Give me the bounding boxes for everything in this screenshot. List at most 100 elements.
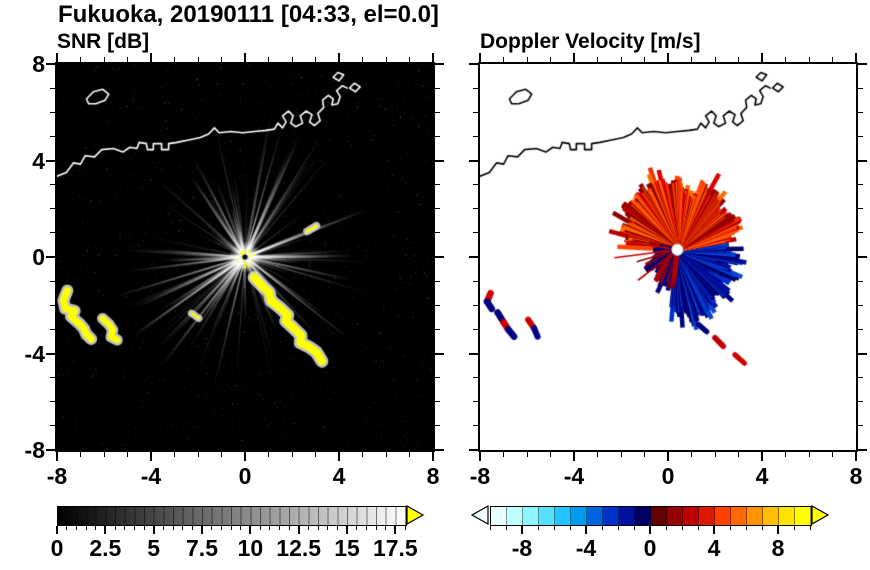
colorbar-tick-label: 15 (334, 535, 360, 561)
axis-tick (362, 57, 363, 62)
axis-tick (385, 452, 387, 457)
colorbar-tick (404, 526, 406, 530)
axis-tick (473, 135, 478, 137)
axis-tick (473, 401, 478, 403)
colorbar-tick (172, 526, 174, 530)
axis-tick (268, 57, 269, 62)
colorbar-tick (537, 526, 539, 530)
axis-tick (473, 304, 478, 306)
axis-tick (855, 53, 857, 62)
colorbar-tick (585, 526, 587, 534)
x-tick-label: 0 (661, 463, 675, 489)
axis-tick (858, 425, 863, 427)
axis-tick (473, 425, 478, 427)
snr-panel-title: SNR [dB] (57, 30, 150, 53)
axis-tick (808, 57, 810, 62)
colorbar-tick (56, 526, 58, 534)
axis-tick (50, 401, 55, 403)
axis-tick (620, 452, 622, 457)
axis-tick (197, 57, 199, 62)
colorbar-tick (278, 526, 280, 530)
snr-colorbar-over-arrow (406, 505, 424, 525)
axis-tick (338, 452, 340, 461)
colorbar-tick (327, 526, 329, 530)
axis-tick (435, 328, 440, 330)
colorbar-tick (385, 526, 387, 530)
axis-tick (435, 184, 440, 186)
axis-tick (50, 184, 55, 186)
colorbar-tick (191, 526, 193, 530)
x-tick-label: 4 (332, 463, 346, 489)
colorbar-tick (297, 526, 300, 534)
axis-tick (858, 208, 863, 210)
colorbar-tick (249, 526, 252, 534)
axis-tick (150, 452, 152, 461)
colorbar-tick (489, 526, 491, 530)
x-tick-label: -8 (469, 463, 491, 489)
axis-tick (526, 57, 528, 62)
axis-tick (315, 57, 316, 62)
colorbar-tick (569, 526, 571, 530)
axis-tick (858, 401, 863, 403)
axis-tick (858, 135, 863, 137)
colorbar-tick (375, 526, 377, 530)
axis-tick (832, 57, 833, 62)
axis-tick (808, 452, 810, 457)
colorbar-tick (259, 526, 261, 530)
colorbar-tick (240, 526, 242, 530)
axis-tick (46, 159, 55, 162)
axis-tick (479, 452, 481, 461)
axis-tick (409, 57, 410, 62)
axis-tick (435, 352, 444, 355)
colorbar-tick (601, 526, 603, 530)
colorbar-tick-label: 0 (50, 535, 64, 561)
axis-tick (714, 452, 716, 457)
axis-tick (435, 425, 440, 427)
snr-plot-canvas (57, 64, 433, 450)
axis-tick (644, 452, 645, 457)
axis-tick (473, 111, 478, 113)
axis-tick (435, 256, 444, 258)
axis-tick (858, 63, 867, 65)
colorbar-tick (143, 526, 145, 530)
axis-tick (432, 452, 434, 461)
axis-tick (46, 449, 55, 451)
x-tick-label: -8 (46, 463, 68, 489)
colorbar-tick (697, 526, 699, 530)
doppler-colorbar-under-arrow (471, 505, 489, 525)
snr-colorbar-segments (58, 507, 406, 525)
colorbar-tick (66, 526, 68, 530)
colorbar-tick (633, 526, 635, 530)
axis-tick (503, 452, 504, 457)
axis-tick (691, 57, 692, 62)
colorbar-tick (809, 526, 811, 530)
axis-tick (855, 452, 857, 461)
axis-tick (338, 53, 340, 62)
axis-tick (858, 304, 863, 306)
x-tick-label: -4 (140, 463, 162, 489)
axis-tick (50, 304, 55, 306)
axis-tick (56, 452, 58, 461)
axis-tick (385, 57, 387, 62)
axis-tick (858, 159, 867, 162)
axis-tick (435, 87, 440, 89)
axis-tick (469, 449, 478, 451)
x-tick-label: 0 (238, 463, 252, 489)
colorbar-tick (505, 526, 507, 530)
colorbar-tick (713, 526, 715, 534)
y-tick-label: -8 (24, 437, 45, 463)
colorbar-tick-label: 7.5 (186, 535, 218, 561)
axis-tick (435, 111, 440, 113)
doppler-plot-canvas (480, 64, 856, 450)
colorbar-tick (182, 526, 184, 530)
colorbar-tick (75, 526, 77, 530)
colorbar-tick (665, 526, 667, 530)
axis-tick (858, 449, 867, 451)
axis-tick (435, 377, 440, 379)
colorbar-tick (761, 526, 763, 530)
colorbar-tick-label: 12.5 (276, 535, 322, 561)
doppler-colorbar-over-arrow (811, 505, 829, 525)
colorbar-tick (729, 526, 731, 530)
y-tick-label: 4 (32, 147, 45, 174)
axis-tick (80, 57, 81, 62)
